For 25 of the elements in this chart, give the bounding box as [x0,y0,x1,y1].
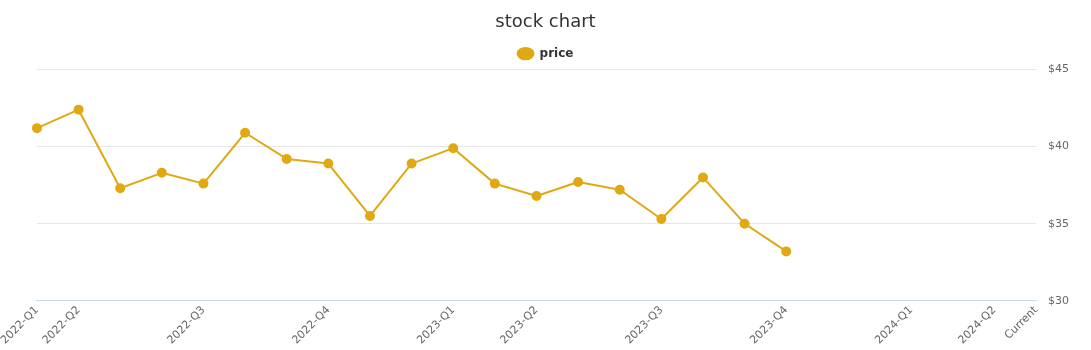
y-tick-label: $40 [1048,139,1069,153]
point [448,143,459,154]
point [240,127,251,138]
y-tick-label: $45 [1048,62,1069,76]
point [323,158,334,169]
point [31,123,42,134]
chart-title: stock chart [495,10,596,32]
point [531,190,542,201]
point [198,178,209,189]
point [73,104,84,115]
point [406,158,417,169]
point [156,167,167,178]
point [614,184,625,195]
point [364,210,375,221]
point [115,183,126,194]
y-tick-label: $35 [1048,216,1069,230]
point [573,177,584,188]
y-tick-label: $30 [1048,293,1069,307]
legend-label: price [539,45,574,60]
point [739,218,750,229]
point [656,214,667,225]
point [489,178,500,189]
point [697,172,708,183]
point [281,153,292,164]
point [781,246,792,257]
